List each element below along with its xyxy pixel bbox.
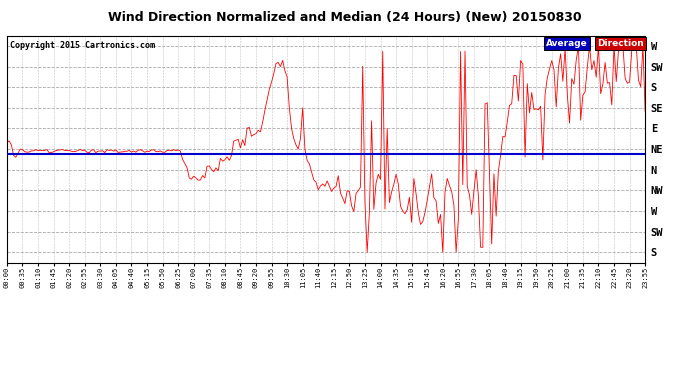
Text: Direction: Direction <box>598 39 644 48</box>
Text: Wind Direction Normalized and Median (24 Hours) (New) 20150830: Wind Direction Normalized and Median (24… <box>108 11 582 24</box>
Text: Average: Average <box>546 39 588 48</box>
Text: Copyright 2015 Cartronics.com: Copyright 2015 Cartronics.com <box>10 41 155 50</box>
